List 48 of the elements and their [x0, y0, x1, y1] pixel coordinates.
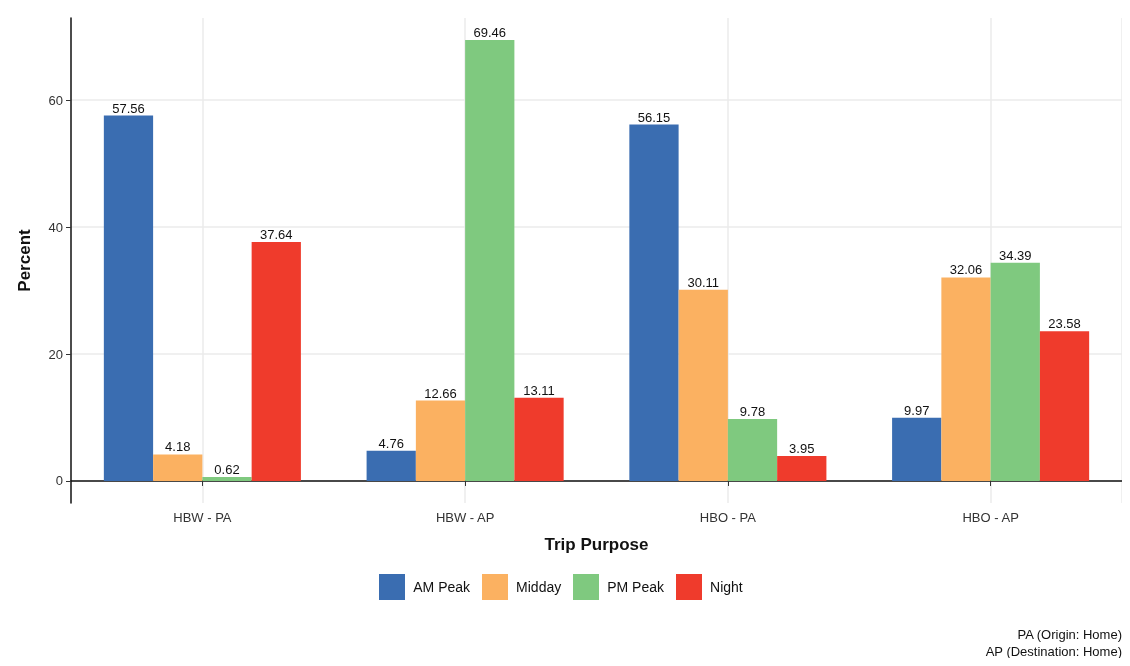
bar	[1039, 331, 1090, 481]
data-label: 30.11	[687, 274, 720, 290]
bar	[465, 40, 515, 481]
data-label: 37.64	[260, 227, 293, 243]
data-label: 34.39	[998, 247, 1032, 263]
y-tick-label: 60	[48, 92, 63, 108]
data-label: 9.97	[904, 402, 930, 418]
legend-label: Night	[710, 579, 743, 595]
y-tick-label: 40	[48, 219, 63, 235]
legend-label: Midday	[516, 579, 562, 595]
data-label: 23.58	[1048, 316, 1081, 332]
bar	[678, 289, 728, 481]
bar	[941, 277, 991, 481]
x-tick-label: HBW - AP	[435, 510, 495, 525]
bar	[251, 242, 301, 481]
data-label: 12.66	[424, 385, 457, 401]
y-tick-label: 0	[55, 473, 63, 489]
legend-label: PM Peak	[607, 579, 665, 595]
bar	[202, 477, 252, 481]
data-label: 0.62	[214, 462, 240, 478]
bar	[629, 124, 679, 481]
data-label: 56.15	[637, 109, 671, 125]
bar	[777, 455, 827, 481]
data-label: 3.95	[789, 440, 815, 456]
x-tick-label: HBO - PA	[699, 510, 757, 525]
bar	[153, 454, 203, 481]
bar	[514, 397, 564, 481]
text: PA (Origin: Home)	[1017, 627, 1122, 642]
data-label: 57.56	[112, 100, 145, 116]
bar	[366, 450, 416, 481]
data-label: 4.18	[165, 439, 191, 455]
bar	[415, 400, 466, 481]
data-label: 4.76	[378, 435, 404, 451]
y-tick-label: 20	[48, 346, 63, 362]
data-label: 9.78	[739, 403, 766, 419]
data-label: 32.06	[949, 262, 983, 278]
bar	[103, 115, 154, 481]
data-label: 13.11	[523, 382, 555, 398]
y-axis-title: Percent	[15, 228, 34, 292]
x-tick-label: HBO - AP	[962, 510, 1019, 525]
x-axis-title: Trip Purpose	[544, 535, 649, 554]
text: AP (Destination: Home)	[985, 644, 1122, 659]
bar	[892, 417, 942, 481]
bar	[990, 262, 1040, 481]
data-label: 69.46	[473, 25, 507, 41]
bar	[727, 418, 778, 481]
x-tick-label: HBW - PA	[173, 510, 232, 525]
legend-label: AM Peak	[413, 579, 471, 595]
